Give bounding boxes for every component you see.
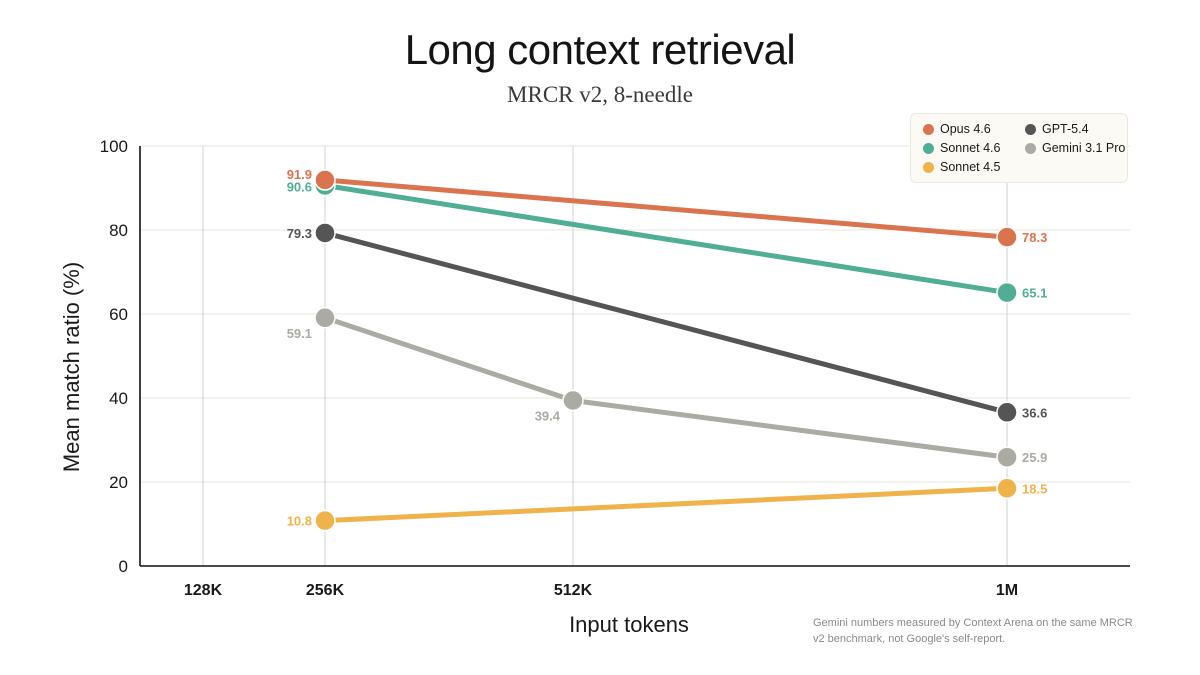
legend-item-gpt-5-4: GPT-5.4 <box>1025 122 1089 136</box>
data-point <box>996 226 1018 248</box>
legend-item-gemini-3-1-pro: Gemini 3.1 Pro <box>1025 141 1125 155</box>
data-label: 36.6 <box>1022 405 1047 420</box>
data-label: 59.1 <box>287 326 312 341</box>
y-tick-label: 80 <box>109 221 128 240</box>
legend-label: Opus 4.6 <box>940 122 991 136</box>
data-label: 25.9 <box>1022 450 1047 465</box>
legend-swatch <box>923 123 934 135</box>
chart-title: Long context retrieval <box>404 26 796 73</box>
legend-swatch <box>1025 123 1036 135</box>
data-point <box>562 389 584 412</box>
data-label: 90.6 <box>287 179 312 194</box>
y-tick-label: 40 <box>109 389 128 408</box>
legend-item-sonnet-4-5: Sonnet 4.5 <box>923 160 1000 174</box>
footnote: Gemini numbers measured by Context Arena… <box>813 617 1133 645</box>
x-tick-label: 256K <box>306 582 345 599</box>
series-line-gpt-5-4 <box>322 230 1010 415</box>
data-point <box>314 169 336 191</box>
legend-label: Sonnet 4.5 <box>940 160 1001 174</box>
data-point <box>314 222 336 244</box>
data-point <box>996 477 1018 500</box>
data-point <box>996 401 1018 424</box>
chart-subtitle: MRCR v2, 8-needle <box>507 82 693 107</box>
data-label: 39.4 <box>535 409 561 424</box>
data-point <box>314 307 336 329</box>
y-tick-label: 0 <box>119 557 128 576</box>
y-tick-label: 60 <box>109 305 128 324</box>
legend-label: Sonnet 4.6 <box>940 141 1001 155</box>
data-point <box>996 281 1018 304</box>
series-line-sonnet-4-5 <box>322 485 1010 524</box>
y-axis-title: Mean match ratio (%) <box>59 261 84 473</box>
legend-item-opus-4-6: Opus 4.6 <box>923 122 991 136</box>
legend-swatch <box>923 161 934 173</box>
data-label: 18.5 <box>1022 481 1047 496</box>
legend-label: Gemini 3.1 Pro <box>1042 141 1126 155</box>
series-line-opus-4-6 <box>322 177 1010 240</box>
data-label: 79.3 <box>287 226 312 241</box>
data-point <box>314 509 336 532</box>
legend-swatch <box>923 142 934 154</box>
x-tick-label: 512K <box>554 582 593 599</box>
legend-label: GPT-5.4 <box>1042 122 1089 136</box>
data-label: 65.1 <box>1022 286 1047 301</box>
y-tick-label: 100 <box>100 137 128 156</box>
data-label: 78.3 <box>1022 230 1047 245</box>
x-tick-label: 128K <box>184 582 223 599</box>
data-label: 10.8 <box>287 514 312 529</box>
data-point <box>996 446 1018 468</box>
x-tick-label: 1M <box>996 582 1018 599</box>
legend: Opus 4.6 Sonnet 4.6 Sonnet 4.5 GPT-5.4 G… <box>910 113 1128 183</box>
series-line-sonnet-4-6 <box>322 182 1010 296</box>
legend-swatch <box>1025 142 1036 154</box>
legend-item-sonnet-4-6: Sonnet 4.6 <box>923 141 1000 155</box>
y-tick-label: 20 <box>109 473 128 492</box>
x-axis-title: Input tokens <box>569 612 689 637</box>
data-label: 91.9 <box>287 167 312 182</box>
